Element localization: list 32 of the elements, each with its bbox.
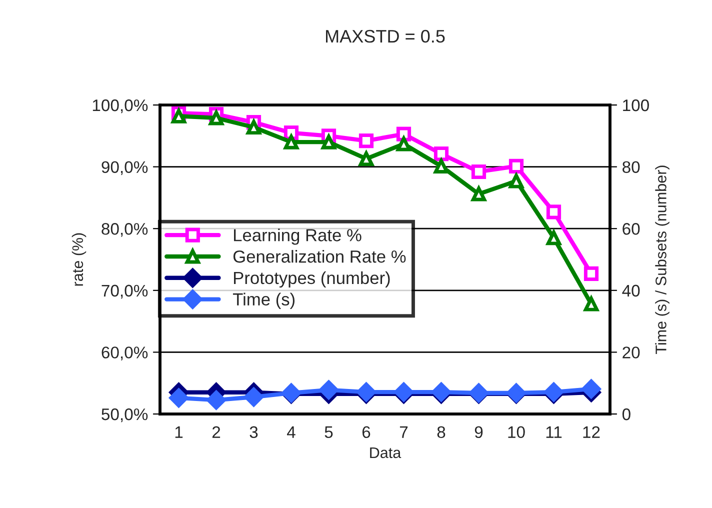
- y-tick-label: 90,0%: [102, 161, 148, 175]
- x-tick-label: 12: [583, 426, 600, 438]
- x-tick-label: 10: [508, 426, 525, 438]
- y-tick-label: 60,0%: [102, 346, 148, 360]
- y-axis-title: rate (%): [72, 233, 86, 286]
- x-tick-label: 3: [250, 426, 258, 438]
- y2-tick-label: 0: [622, 408, 630, 420]
- x-tick-label: 9: [474, 426, 483, 438]
- x-tick-label: 8: [437, 426, 446, 438]
- x-tick-label: 5: [324, 426, 333, 438]
- x-tick-label: 1: [175, 426, 183, 438]
- y-tick-label: 50,0%: [102, 408, 148, 422]
- legend-label: Generalization Rate %: [233, 250, 406, 263]
- y-tick-label: 100,0%: [92, 99, 148, 114]
- legend-label: Prototypes (number): [234, 271, 390, 288]
- y2-tick-label: 100: [623, 99, 649, 112]
- legend-label: Time (s): [232, 292, 295, 309]
- x-tick-label: 7: [400, 426, 408, 438]
- y-tick-label: 70,0%: [102, 284, 148, 299]
- x-tick-label: 11: [546, 426, 562, 438]
- chart-title: MAXSTD = 0.5: [326, 30, 445, 43]
- y2-tick-label: 20: [622, 346, 640, 358]
- x-tick-label: 2: [212, 426, 220, 438]
- y-tick-label: 80,0%: [102, 223, 148, 237]
- x-tick-label: 6: [362, 426, 370, 438]
- y2-axis-title: Time (s) / Subsets (number): [655, 166, 670, 354]
- y2-tick-label: 80: [622, 161, 640, 174]
- x-axis-title: Data: [370, 447, 402, 458]
- x-tick-label: 4: [287, 426, 296, 438]
- y2-tick-label: 60: [622, 223, 640, 235]
- legend-label: Learning Rate %: [234, 228, 362, 245]
- y2-tick-label: 40: [622, 284, 640, 297]
